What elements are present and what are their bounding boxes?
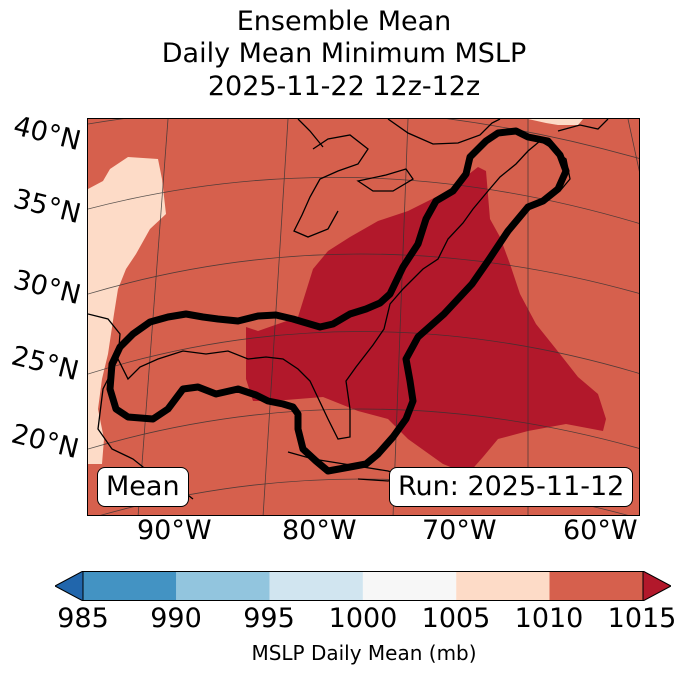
colorbar: [55, 571, 671, 601]
field-over-1015: [246, 167, 606, 474]
map-canvas: [88, 119, 639, 515]
colorbar-tick-1005: 1005: [421, 603, 491, 634]
ensemble-contour: [106, 127, 570, 475]
lat-label-25n: 25°N: [8, 340, 82, 388]
lat-label-40n: 40°N: [10, 110, 84, 158]
field-1005-1010-west: [88, 157, 166, 464]
lon-label-70w: 70°W: [422, 515, 497, 546]
lon-label-80w: 80°W: [282, 515, 357, 546]
colorbar-under-extend: [55, 571, 84, 601]
colorbar-tick-985: 985: [57, 603, 109, 634]
colorbar-label: MSLP Daily Mean (mb): [251, 641, 477, 665]
colorbar-tick-1010: 1010: [514, 603, 584, 634]
title-line-1: Ensemble Mean: [236, 6, 452, 37]
colorbar-tick-990: 990: [150, 603, 202, 634]
lat-label-20n: 20°N: [8, 418, 82, 466]
colorbar-bin-995-1000: [269, 571, 363, 601]
lon-label-60w: 60°W: [563, 515, 638, 546]
lat-label-35n: 35°N: [10, 183, 84, 231]
colorbar-bin-985-990: [83, 571, 177, 601]
run-date-label: Run: 2025-11-12: [389, 467, 634, 507]
colorbar-tick-1000: 1000: [328, 603, 398, 634]
colorbar-bin-1000-1005: [362, 571, 457, 601]
lon-label-90w: 90°W: [137, 515, 212, 546]
lat-label-30n: 30°N: [10, 264, 84, 312]
field-1005-1010-ne: [528, 119, 583, 125]
colorbar-bin-1005-1010: [456, 571, 550, 601]
colorbar-over-extend: [642, 571, 671, 601]
colorbar-bin-990-995: [176, 571, 270, 601]
colorbar-tick-1015: 1015: [607, 603, 677, 634]
map-panel: [87, 118, 640, 516]
colorbar-tick-995: 995: [243, 603, 295, 634]
title-line-2: Daily Mean Minimum MSLP: [161, 38, 527, 69]
title-line-3: 2025-11-22 12z-12z: [207, 71, 481, 102]
mean-label: Mean: [97, 467, 189, 507]
colorbar-bin-1010-1015: [549, 571, 643, 601]
